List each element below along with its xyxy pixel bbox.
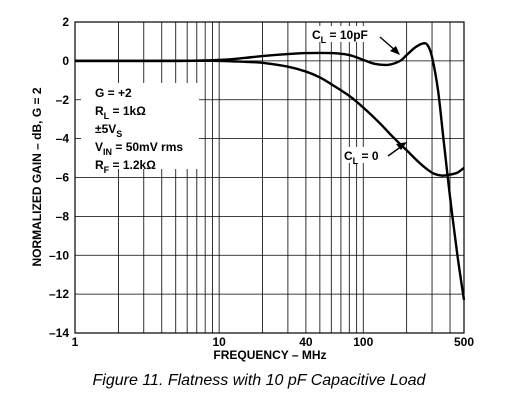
x-tick-label: 10 <box>212 335 226 349</box>
series-line-cl-10pf <box>74 42 466 301</box>
x-tick-label: 1 <box>72 335 79 349</box>
conditions-box-bg <box>81 83 199 169</box>
x-tick-label: 500 <box>454 335 474 349</box>
x-tick-labels: 1 10 40 100 500 <box>72 335 475 349</box>
series-line-cl-0 <box>75 59 465 177</box>
condition-gain: G = +2 <box>95 86 132 100</box>
grid-lines <box>75 22 464 333</box>
series-lines <box>74 42 466 301</box>
y-tick-label: 2 <box>62 15 69 29</box>
condition-supply: ±5VS <box>95 122 122 139</box>
condition-rf: RF = 1.2kΩ <box>95 158 156 175</box>
x-tick-label: 40 <box>299 335 313 349</box>
y-tick-label: –6 <box>56 171 70 185</box>
y-axis-label: NORMALIZED GAIN – dB, G = 2 <box>30 87 44 266</box>
y-tick-label: –2 <box>56 93 70 107</box>
label-cl0-bg <box>342 147 388 163</box>
plot-frame <box>74 21 465 334</box>
y-tick-label: –12 <box>49 287 69 301</box>
arrowhead-cl-10pf <box>390 46 400 55</box>
y-tick-label: –8 <box>56 209 70 223</box>
y-tick-labels: 2 0 –2 –4 –6 –8 –10 –12 –14 <box>49 15 69 340</box>
arrowhead-cl-0 <box>396 142 407 150</box>
y-tick-label: –14 <box>49 326 69 340</box>
y-tick-label: –10 <box>49 248 69 262</box>
y-tick-label: 0 <box>62 54 69 68</box>
x-axis-label: FREQUENCY – MHz <box>213 348 326 362</box>
figure-caption: Figure 11. Flatness with 10 pF Capacitiv… <box>93 372 427 389</box>
condition-vin: VIN = 50mV rms <box>95 140 183 157</box>
series-label-cl-10pf: CL = 10pF <box>312 28 368 45</box>
y-tick-label: –4 <box>56 132 70 146</box>
x-tick-label: 100 <box>353 335 373 349</box>
label-cl10-bg <box>309 26 379 42</box>
